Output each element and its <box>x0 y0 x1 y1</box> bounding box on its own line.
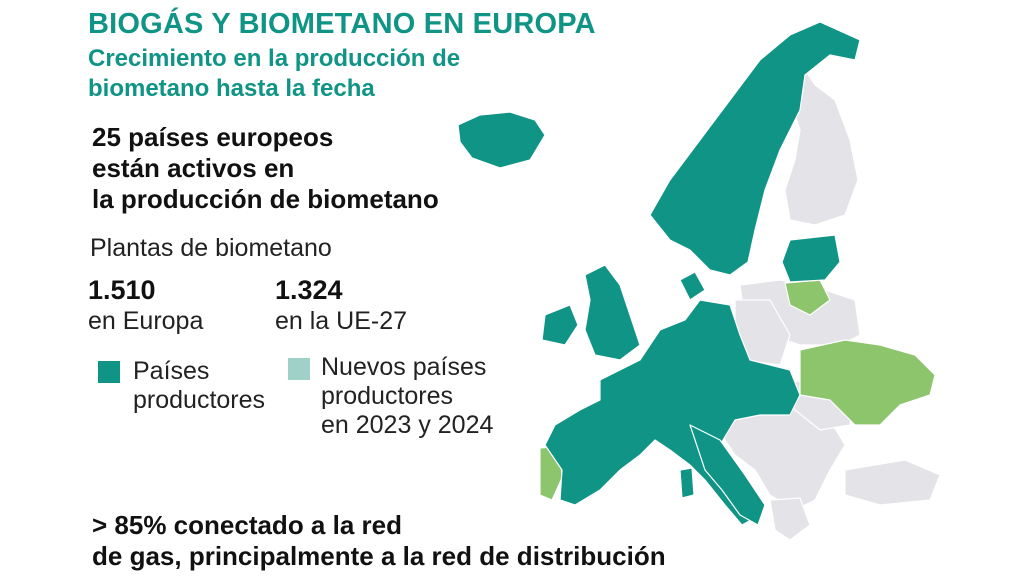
footer-line: de gas, principalmente a la red de distr… <box>92 541 666 571</box>
headline: 25 países europeos están activos en la p… <box>92 122 439 215</box>
page-subtitle: Crecimiento en la producción de biometan… <box>88 44 460 104</box>
plants-eu27-value: 1.324 <box>275 275 343 305</box>
map-denmark <box>679 271 706 301</box>
map-iceland <box>457 111 546 169</box>
map-ukraine <box>799 339 936 426</box>
map-estonia-latvia <box>781 234 841 283</box>
plants-europe-value: 1.510 <box>88 275 156 305</box>
map-british-isles <box>584 264 641 361</box>
legend-line: productores <box>133 386 266 414</box>
legend-swatch-new-producers <box>288 358 310 380</box>
legend-swatch-producers <box>98 361 120 383</box>
map-turkey <box>844 459 941 506</box>
legend-line: Nuevos países <box>321 353 487 381</box>
legend-line: en 2023 y 2024 <box>321 411 494 439</box>
headline-line: la producción de biometano <box>92 184 439 214</box>
legend-line: Países <box>133 357 210 385</box>
footer-line: > 85% conectado a la red <box>92 510 402 540</box>
page-title: BIOGÁS Y BIOMETANO EN EUROPA <box>88 8 596 40</box>
map-sardinia <box>679 467 695 499</box>
plants-eu27-label: en la UE-27 <box>275 307 408 335</box>
headline-line: están activos en <box>92 153 295 183</box>
legend-label-new-producers: Nuevos países productores en 2023 y 2024 <box>321 353 493 440</box>
plants-europe-label: en Europa <box>88 307 204 335</box>
map-italy <box>689 424 766 526</box>
subtitle-line: Crecimiento en la producción de <box>88 45 461 72</box>
map-ireland <box>541 304 579 346</box>
map-greece <box>769 497 811 541</box>
footer-note: > 85% conectado a la red de gas, princip… <box>92 510 666 572</box>
legend-label-producers: Países productores <box>133 357 265 415</box>
plants-label: Plantas de biometano <box>90 234 332 262</box>
legend-line: productores <box>321 382 454 410</box>
map-norway-sweden <box>649 21 861 276</box>
subtitle-line: biometano hasta la fecha <box>88 75 375 102</box>
headline-line: 25 países europeos <box>92 122 334 152</box>
